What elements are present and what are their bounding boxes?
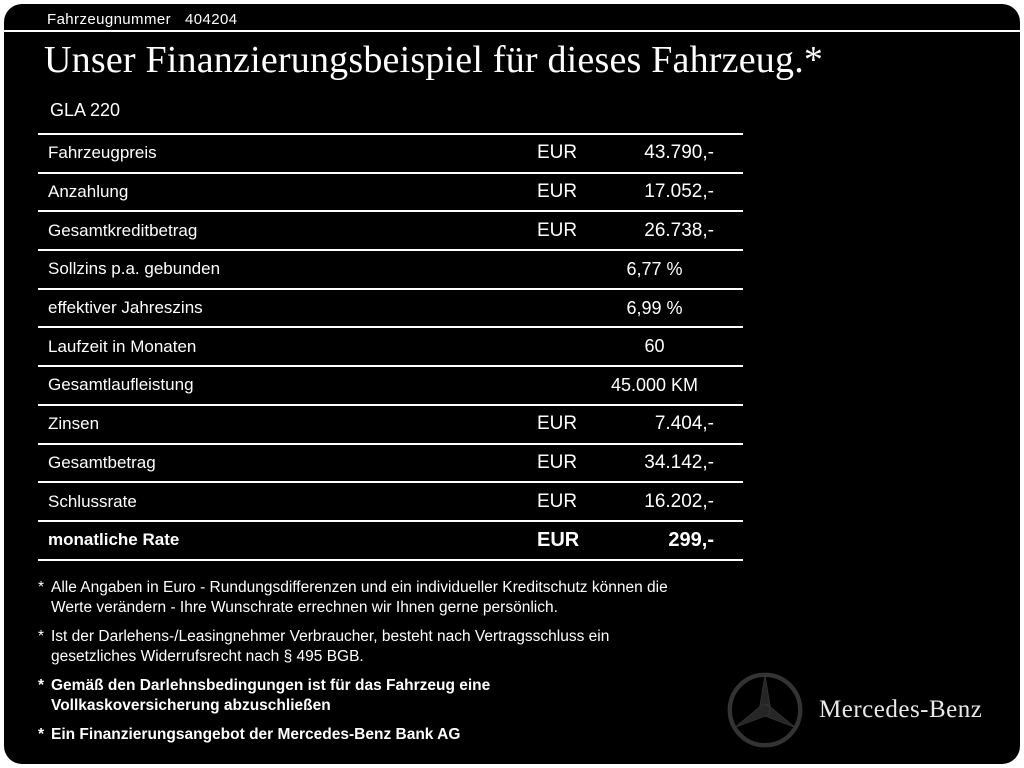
row-value: 45.000 KM	[610, 374, 699, 395]
row-currency: EUR	[537, 413, 578, 435]
finance-table: Fahrzeugpreis EUR 43.790,- Anzahlung EUR…	[38, 133, 743, 561]
footnote-marker: *	[38, 628, 45, 645]
row-label: Laufzeit in Monaten	[48, 336, 197, 356]
row-label: Zinsen	[48, 414, 100, 434]
row-value: 26.738,-	[644, 219, 714, 241]
footnote: * Gemäß den Darlehnsbedingungen ist für …	[38, 676, 758, 716]
table-row-monthly-rate: monatliche Rate EUR 299,-	[38, 522, 743, 561]
table-row: Fahrzeugpreis EUR 43.790,-	[38, 135, 743, 174]
row-label: Gesamtbetrag	[48, 452, 156, 472]
table-row: Gesamtbetrag EUR 34.142,-	[38, 445, 743, 484]
row-label: Schlussrate	[48, 491, 137, 511]
row-value: 299,-	[668, 528, 714, 551]
table-row: effektiver Jahreszins 6,99 %	[38, 290, 743, 329]
table-row: Laufzeit in Monaten 60	[38, 328, 743, 368]
row-label: Anzahlung	[48, 182, 129, 202]
row-label: Gesamtlaufleistung	[48, 375, 194, 395]
footnote: * Ist der Darlehens-/Leasingnehmer Verbr…	[38, 627, 758, 667]
footnote-marker: *	[38, 726, 45, 743]
brand-wordmark: Mercedes-Benz	[819, 696, 983, 723]
table-row: Schlussrate EUR 16.202,-	[38, 483, 743, 522]
row-value: 7.404,-	[654, 413, 714, 435]
row-label: effektiver Jahreszins	[48, 298, 203, 318]
vehicle-number-value: 404204	[184, 11, 238, 28]
row-currency: EUR	[537, 490, 578, 512]
vehicle-model: GLA 220	[50, 100, 121, 120]
row-value: 6,99 %	[626, 297, 683, 318]
table-row: Gesamtlaufleistung 45.000 KM	[38, 367, 743, 406]
header-divider	[4, 30, 1020, 32]
vehicle-number-label: Fahrzeugnummer	[47, 11, 171, 28]
row-currency: EUR	[537, 528, 580, 551]
table-row: Zinsen EUR 7.404,-	[38, 406, 743, 445]
financing-page: Fahrzeugnummer 404204 Unser Finanzierungs…	[4, 4, 1020, 764]
row-value: 34.142,-	[644, 451, 714, 473]
row-currency: EUR	[537, 181, 578, 203]
row-label: Fahrzeugpreis	[48, 143, 157, 163]
table-row: Gesamtkreditbetrag EUR 26.738,-	[38, 212, 743, 252]
footnote: * Alle Angaben in Euro - Rundungsdiffere…	[38, 578, 758, 618]
row-value: 17.052,-	[644, 181, 714, 203]
table-row: Anzahlung EUR 17.052,-	[38, 174, 743, 213]
vehicle-number: Fahrzeugnummer 404204	[47, 11, 237, 28]
row-value: 6,77 %	[626, 258, 683, 279]
row-value: 60	[644, 336, 665, 357]
footnote-text: Gemäß den Darlehnsbedingungen ist für da…	[51, 677, 491, 714]
row-label: Gesamtkreditbetrag	[48, 220, 198, 240]
footnotes: * Alle Angaben in Euro - Rundungsdiffere…	[38, 578, 758, 754]
page-title: Unser Finanzierungsbeispiel für dieses F…	[44, 39, 824, 81]
row-label: monatliche Rate	[48, 530, 180, 550]
row-currency: EUR	[537, 219, 578, 241]
brand-block: Mercedes-Benz	[725, 670, 982, 750]
row-currency: EUR	[537, 451, 578, 473]
footnote-marker: *	[38, 677, 45, 694]
mercedes-star-icon	[725, 670, 805, 750]
row-value: 16.202,-	[644, 490, 714, 512]
footnote: * Ein Finanzierungsangebot der Mercedes-…	[38, 725, 758, 745]
footnote-marker: *	[38, 579, 45, 596]
row-label: Sollzins p.a. gebunden	[48, 259, 221, 279]
row-value: 43.790,-	[644, 142, 714, 164]
footnote-text: Ein Finanzierungsangebot der Mercedes-Be…	[51, 726, 461, 743]
row-currency: EUR	[537, 142, 578, 164]
table-row: Sollzins p.a. gebunden 6,77 %	[38, 251, 743, 290]
footnote-text: Alle Angaben in Euro - Rundungsdifferenz…	[51, 579, 668, 616]
footnote-text: Ist der Darlehens-/Leasingnehmer Verbrau…	[51, 628, 610, 665]
